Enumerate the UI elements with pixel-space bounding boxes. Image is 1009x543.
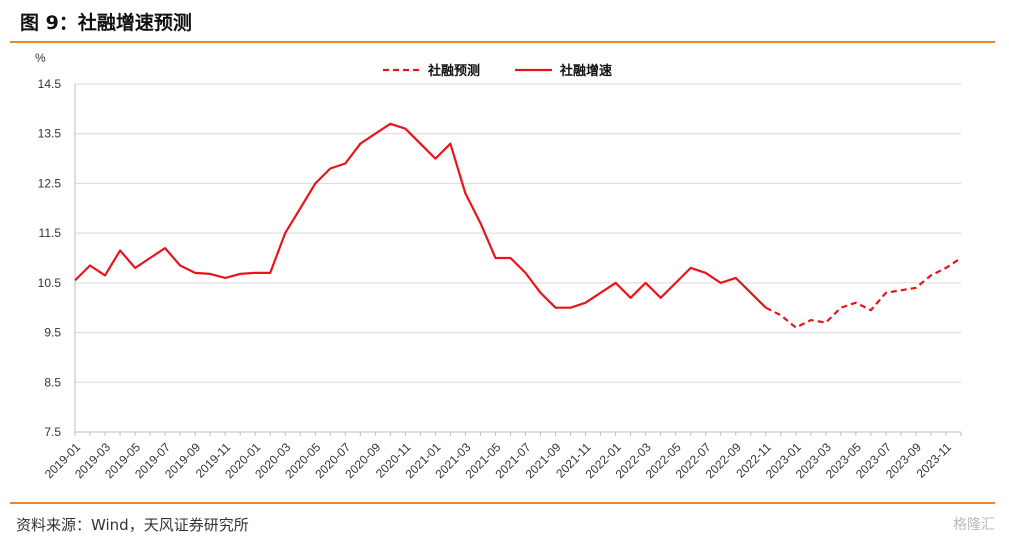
y-axis-unit-label: % [35, 51, 46, 65]
axes [74, 84, 962, 436]
series-line-1 [74, 122, 767, 309]
chart-title: 图 9：社融增速预测 [20, 12, 192, 34]
top-divider [10, 41, 995, 43]
watermark: 格隆汇 [953, 517, 995, 533]
y-tick-label: 7.5 [44, 425, 61, 439]
legend: 社融预测 社融增速 [383, 63, 612, 79]
y-tick-label: 12.5 [38, 176, 62, 190]
y-tick-label: 11.5 [39, 226, 62, 240]
y-tick-label: 9.5 [44, 326, 61, 340]
y-tick-label: 13.5 [38, 127, 62, 141]
source-note: 资料来源：Wind，天风证券研究所 [16, 516, 249, 534]
y-tick-label: 8.5 [44, 375, 61, 389]
x-tick-labels: 2019-012019-032019-052019-072019-092019-… [42, 440, 954, 481]
y-tick-label: 10.5 [38, 276, 62, 290]
y-tick-labels: 7.5 8.5 9.5 10.5 11.5 12.5 13.5 14.5 [38, 77, 62, 439]
grid-lines [75, 83, 961, 383]
bottom-divider [10, 502, 995, 504]
series-line-0 [765, 257, 962, 329]
series-lines [74, 122, 962, 329]
y-tick-label: 14.5 [38, 77, 62, 91]
legend-label-1: 社融增速 [559, 63, 612, 79]
legend-label-0: 社融预测 [427, 63, 480, 79]
